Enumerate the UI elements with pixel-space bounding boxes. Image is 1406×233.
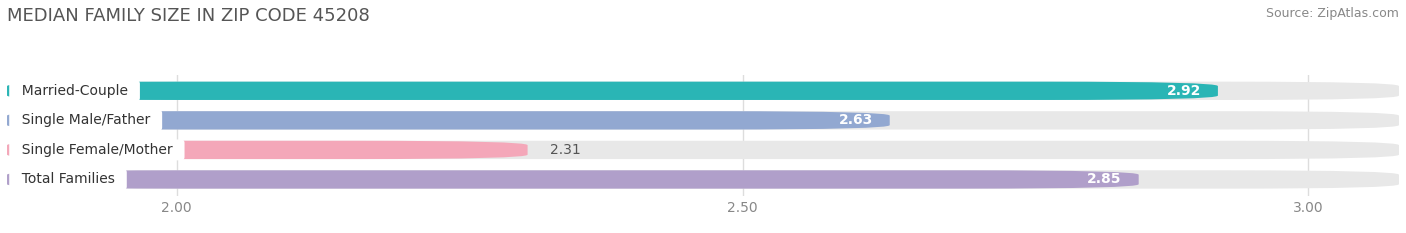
FancyBboxPatch shape (7, 82, 1399, 100)
Text: Single Female/Mother: Single Female/Mother (13, 143, 181, 157)
Text: 2.85: 2.85 (1087, 172, 1122, 186)
Text: Married-Couple: Married-Couple (13, 84, 136, 98)
FancyBboxPatch shape (7, 170, 1139, 189)
FancyBboxPatch shape (7, 141, 1399, 159)
Text: MEDIAN FAMILY SIZE IN ZIP CODE 45208: MEDIAN FAMILY SIZE IN ZIP CODE 45208 (7, 7, 370, 25)
FancyBboxPatch shape (7, 141, 527, 159)
Text: 2.31: 2.31 (550, 143, 581, 157)
FancyBboxPatch shape (7, 111, 890, 130)
Text: Total Families: Total Families (13, 172, 124, 186)
FancyBboxPatch shape (7, 111, 1399, 130)
FancyBboxPatch shape (7, 170, 1399, 189)
Text: Single Male/Father: Single Male/Father (13, 113, 159, 127)
Text: 2.92: 2.92 (1167, 84, 1201, 98)
FancyBboxPatch shape (7, 82, 1218, 100)
Text: Source: ZipAtlas.com: Source: ZipAtlas.com (1265, 7, 1399, 20)
Text: 2.63: 2.63 (838, 113, 873, 127)
